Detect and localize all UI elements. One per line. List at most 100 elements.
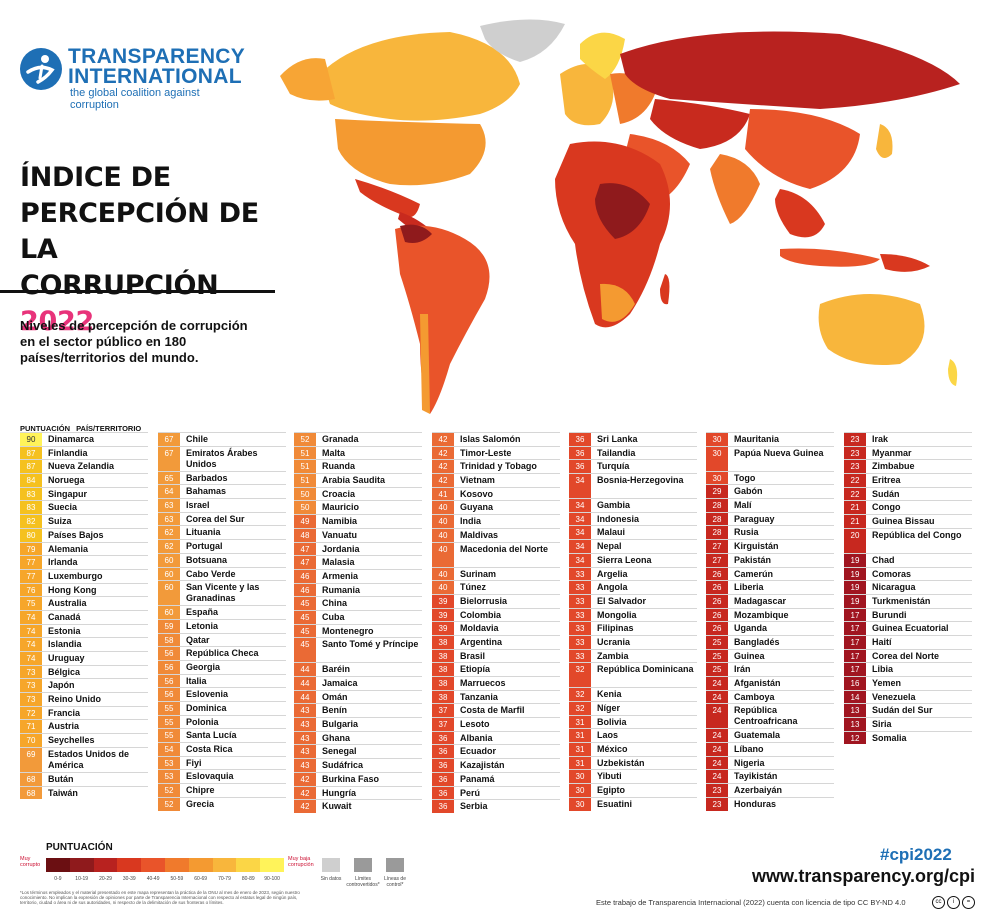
row-score: 33 (569, 622, 591, 635)
row-score: 25 (706, 649, 728, 663)
table-row: 36 Perú (432, 785, 560, 800)
row-score: 63 (158, 499, 180, 512)
table-row: 17 Guinea Ecuatorial (844, 621, 972, 635)
legend-swatch (117, 858, 142, 872)
row-score: 60 (158, 567, 180, 581)
table-row: 24 Líbano (706, 742, 834, 756)
table-row: 84 Noruega (20, 473, 148, 487)
row-score: 28 (706, 526, 728, 540)
table-row: 58 Qatar (158, 632, 286, 647)
row-country: Panamá (460, 773, 495, 784)
table-row: 13 Siria (844, 717, 972, 731)
table-row: 34 Sierra Leona (569, 552, 697, 567)
row-country: Emiratos Árabes Unidos (186, 447, 258, 469)
row-score: 59 (158, 619, 180, 633)
table-row: 53 Eslovaquia (158, 769, 286, 784)
row-country: Hong Kong (48, 584, 97, 595)
row-country: Sri Lanka (597, 434, 638, 444)
row-country: Omán (322, 691, 348, 702)
row-country: Seychelles (48, 735, 95, 746)
row-country: Argelia (597, 568, 628, 579)
legend-range-label: 60-69 (194, 876, 208, 882)
row-score: 40 (432, 542, 454, 567)
row-score: 34 (569, 474, 591, 499)
row-country: Baréin (322, 664, 351, 675)
row-country: Colombia (460, 609, 502, 620)
transparency-logo: TRANSPARENCY INTERNATIONAL the global co… (20, 46, 250, 111)
legend-range-label: 0-9 (54, 876, 62, 882)
row-country: Santa Lucía (186, 730, 237, 741)
table-row: 33 El Salvador (569, 593, 697, 608)
row-score: 68 (20, 772, 42, 786)
row-country: Francia (48, 707, 81, 718)
table-row: 83 Suecia (20, 500, 148, 515)
table-row: 32 República Dominicana (569, 662, 697, 688)
legend-range-label: 90-100 (264, 876, 280, 882)
row-score: 72 (20, 706, 42, 720)
row-country: Uzbekistán (597, 757, 645, 768)
legend-swatch (188, 858, 213, 872)
row-country: Bielorrusia (460, 595, 508, 606)
row-score: 32 (569, 702, 591, 715)
row-country: Yibuti (597, 771, 622, 782)
row-score: 56 (158, 660, 180, 674)
row-score: 36 (569, 433, 591, 446)
row-country: Bangladés (734, 636, 780, 647)
row-score: 34 (569, 526, 591, 540)
row-country: Papúa Nueva Guinea (734, 447, 824, 458)
table-row: 23 Myanmar (844, 445, 972, 460)
row-score: 39 (432, 622, 454, 635)
row-score: 42 (432, 433, 454, 446)
table-header-score: PUNTUACIÓN (20, 424, 70, 433)
by-icon: i (947, 896, 960, 909)
row-country: Pakistán (734, 554, 772, 565)
hashtag: #cpi2022 (880, 845, 952, 864)
map-south-america (395, 225, 490, 414)
row-score: 52 (294, 433, 316, 446)
legend-title: PUNTUACIÓN (46, 842, 113, 853)
table-row: 41 Kosovo (432, 486, 560, 501)
table-row: 52 Grecia (158, 796, 286, 811)
website-link[interactable]: www.transparency.org/cpi (752, 866, 976, 886)
row-country: Mozambique (734, 609, 789, 620)
row-score: 24 (706, 743, 728, 756)
row-score: 56 (158, 688, 180, 701)
table-row: 42 Kuwait (294, 799, 422, 813)
row-country: Afganistán (734, 678, 781, 688)
table-row: 73 Japón (20, 678, 148, 693)
row-score: 68 (20, 786, 42, 800)
row-score: 60 (158, 606, 180, 619)
table-row: 14 Venezuela (844, 689, 972, 704)
row-score: 75 (20, 597, 42, 610)
row-country: Guinea (734, 650, 765, 661)
cc-icon: cc (932, 896, 945, 909)
map-africa-central (595, 183, 650, 239)
row-country: Liberia (734, 582, 764, 593)
row-score: 30 (569, 770, 591, 784)
row-country: Georgia (186, 661, 221, 672)
row-country: Eritrea (872, 475, 901, 486)
row-score: 84 (20, 474, 42, 487)
row-score: 46 (294, 583, 316, 597)
map-greenland (480, 19, 565, 62)
row-country: Namibia (322, 516, 358, 527)
row-score: 31 (569, 756, 591, 770)
row-country: Ecuador (460, 746, 497, 757)
row-score: 77 (20, 569, 42, 583)
table-row: 62 Lituania (158, 525, 286, 540)
table-row: 39 Colombia (432, 607, 560, 622)
table-row: 38 Brasil (432, 648, 560, 663)
row-country: República Dominicana (597, 664, 694, 675)
row-country: Camerún (734, 568, 774, 579)
row-score: 50 (294, 487, 316, 501)
row-country: Botsuana (186, 554, 228, 565)
row-score: 21 (844, 501, 866, 515)
table-row: 19 Comoras (844, 566, 972, 581)
score-column-3: 52 Granada 51 Malta 51 Ruanda 51 Arabia Saudita… (294, 432, 422, 813)
table-row: 40 India (432, 514, 560, 528)
row-country: Serbia (460, 801, 488, 812)
row-score: 36 (432, 759, 454, 772)
row-country: República Checa (186, 648, 259, 659)
map-central-asia (650, 99, 750, 149)
row-country: Azerbaiyán (734, 785, 783, 796)
